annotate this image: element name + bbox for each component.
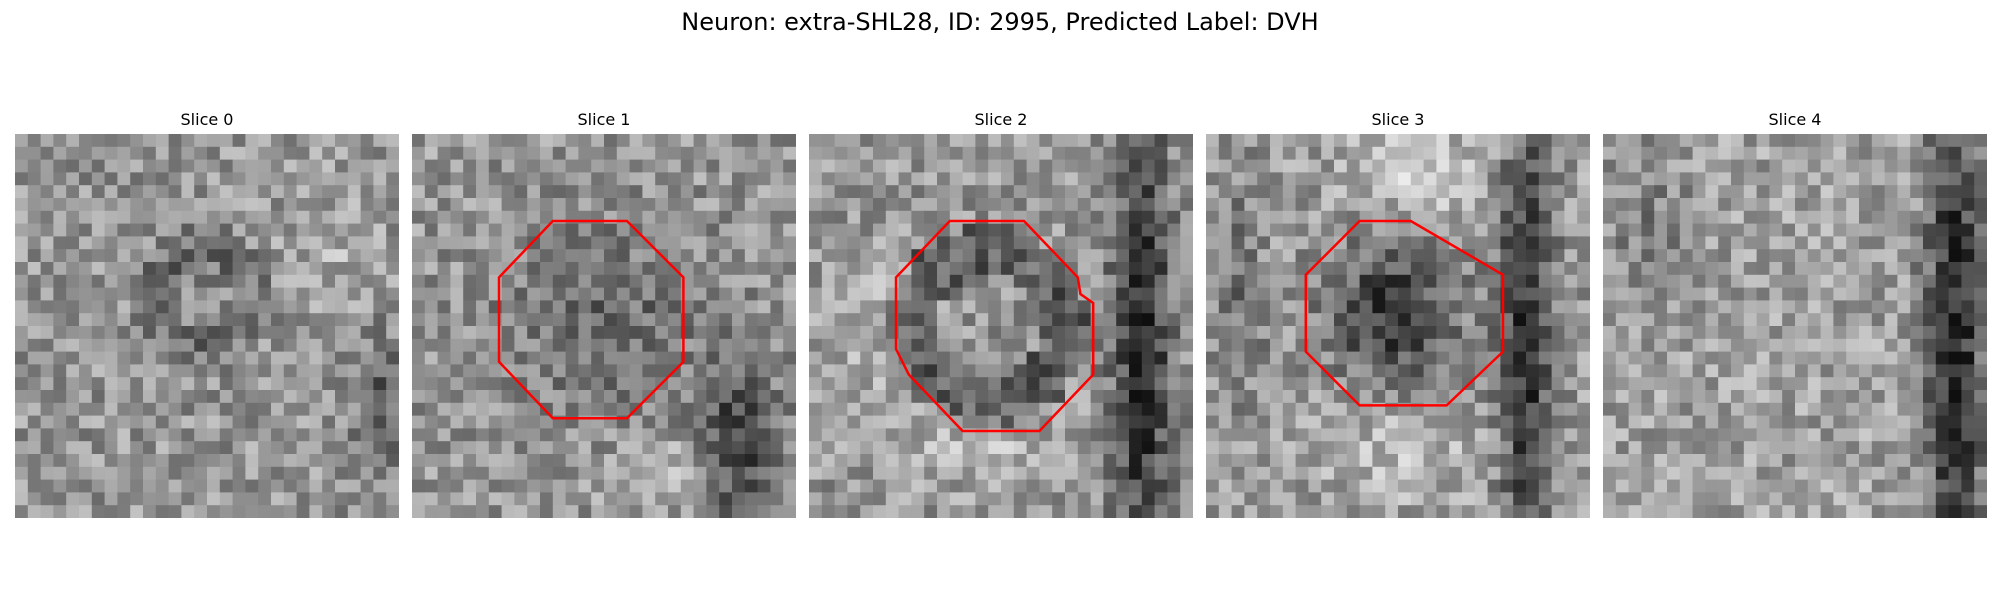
pixel-grid	[15, 134, 399, 518]
slice-image-1	[412, 134, 796, 518]
slice-title-0: Slice 0	[180, 110, 234, 129]
pixel-grid	[1603, 134, 1987, 518]
pixel-grid	[412, 134, 796, 518]
slice-image-4	[1603, 134, 1987, 518]
pixel-grid	[1206, 134, 1590, 518]
slice-title-1: Slice 1	[577, 110, 631, 129]
roi-octagon-outline	[497, 219, 685, 420]
slice-image-0	[15, 134, 399, 518]
figure-title: Neuron: extra-SHL28, ID: 2995, Predicted…	[681, 8, 1319, 36]
pixel-grid	[809, 134, 1193, 518]
slice-title-2: Slice 2	[974, 110, 1028, 129]
slice-title-4: Slice 4	[1768, 110, 1822, 129]
slice-image-2	[809, 134, 1193, 518]
slice-title-3: Slice 3	[1371, 110, 1425, 129]
slice-image-3	[1206, 134, 1590, 518]
roi-octagon-outline	[894, 219, 1095, 433]
roi-octagon-outline	[1304, 219, 1505, 407]
